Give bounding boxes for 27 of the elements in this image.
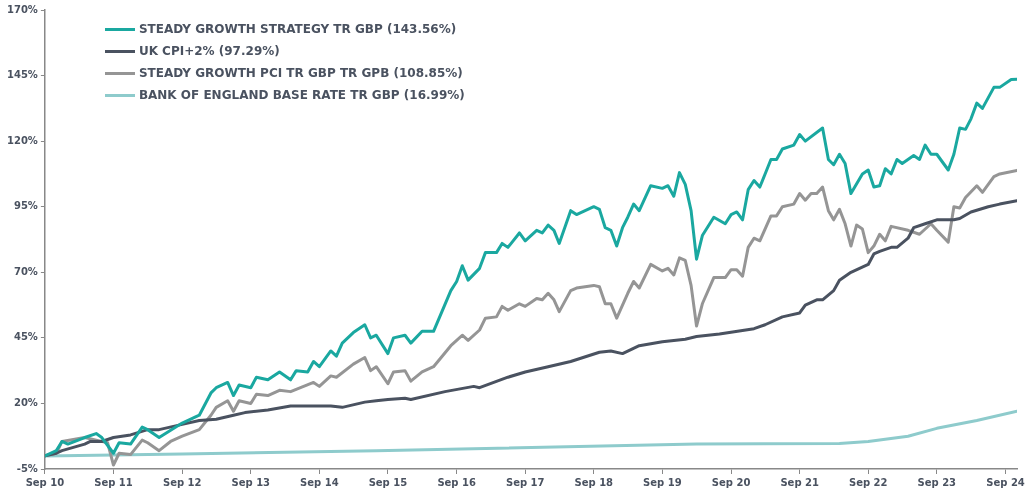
x-tick-label: Sep 12 (162, 476, 202, 488)
x-tick-label: Sep 18 (574, 476, 614, 488)
x-tick-label: Sep 11 (94, 476, 133, 488)
legend-label: STEADY GROWTH PCI TR GBP TR GPB (108.85%) (138, 66, 463, 80)
y-tick-label: 95% (13, 200, 38, 212)
y-tick-label: -5% (16, 462, 38, 474)
x-tick-label: Sep 22 (848, 476, 888, 488)
x-tick-label: Sep 23 (917, 476, 957, 488)
legend-label: BANK OF ENGLAND BASE RATE TR GBP (16.99%) (138, 88, 465, 102)
legend-label: STEADY GROWTH STRATEGY TR GBP (143.56%) (138, 22, 457, 36)
x-tick-label: Sep 15 (368, 476, 408, 488)
legend-label: UK CPI+2% (97.29%) (138, 44, 280, 58)
y-tick-label: 145% (6, 69, 38, 81)
y-tick-label: 45% (13, 331, 38, 343)
x-tick-label: Sep 19 (643, 476, 682, 488)
x-tick-label: Sep 21 (780, 476, 819, 488)
y-tick-label: 170% (6, 3, 38, 15)
y-tick-label: 120% (6, 134, 38, 146)
y-tick-label: 70% (13, 265, 38, 277)
x-tick-label: Sep 16 (437, 476, 476, 488)
x-tick-label: Sep 20 (711, 476, 751, 488)
x-tick-label: Sep 10 (25, 476, 65, 488)
y-tick-label: 20% (13, 397, 38, 409)
x-tick-label: Sep 14 (300, 476, 339, 488)
x-tick-label: Sep 13 (231, 476, 271, 488)
x-tick-label: Sep 17 (505, 476, 545, 488)
x-tick-label: Sep 24 (986, 476, 1025, 488)
